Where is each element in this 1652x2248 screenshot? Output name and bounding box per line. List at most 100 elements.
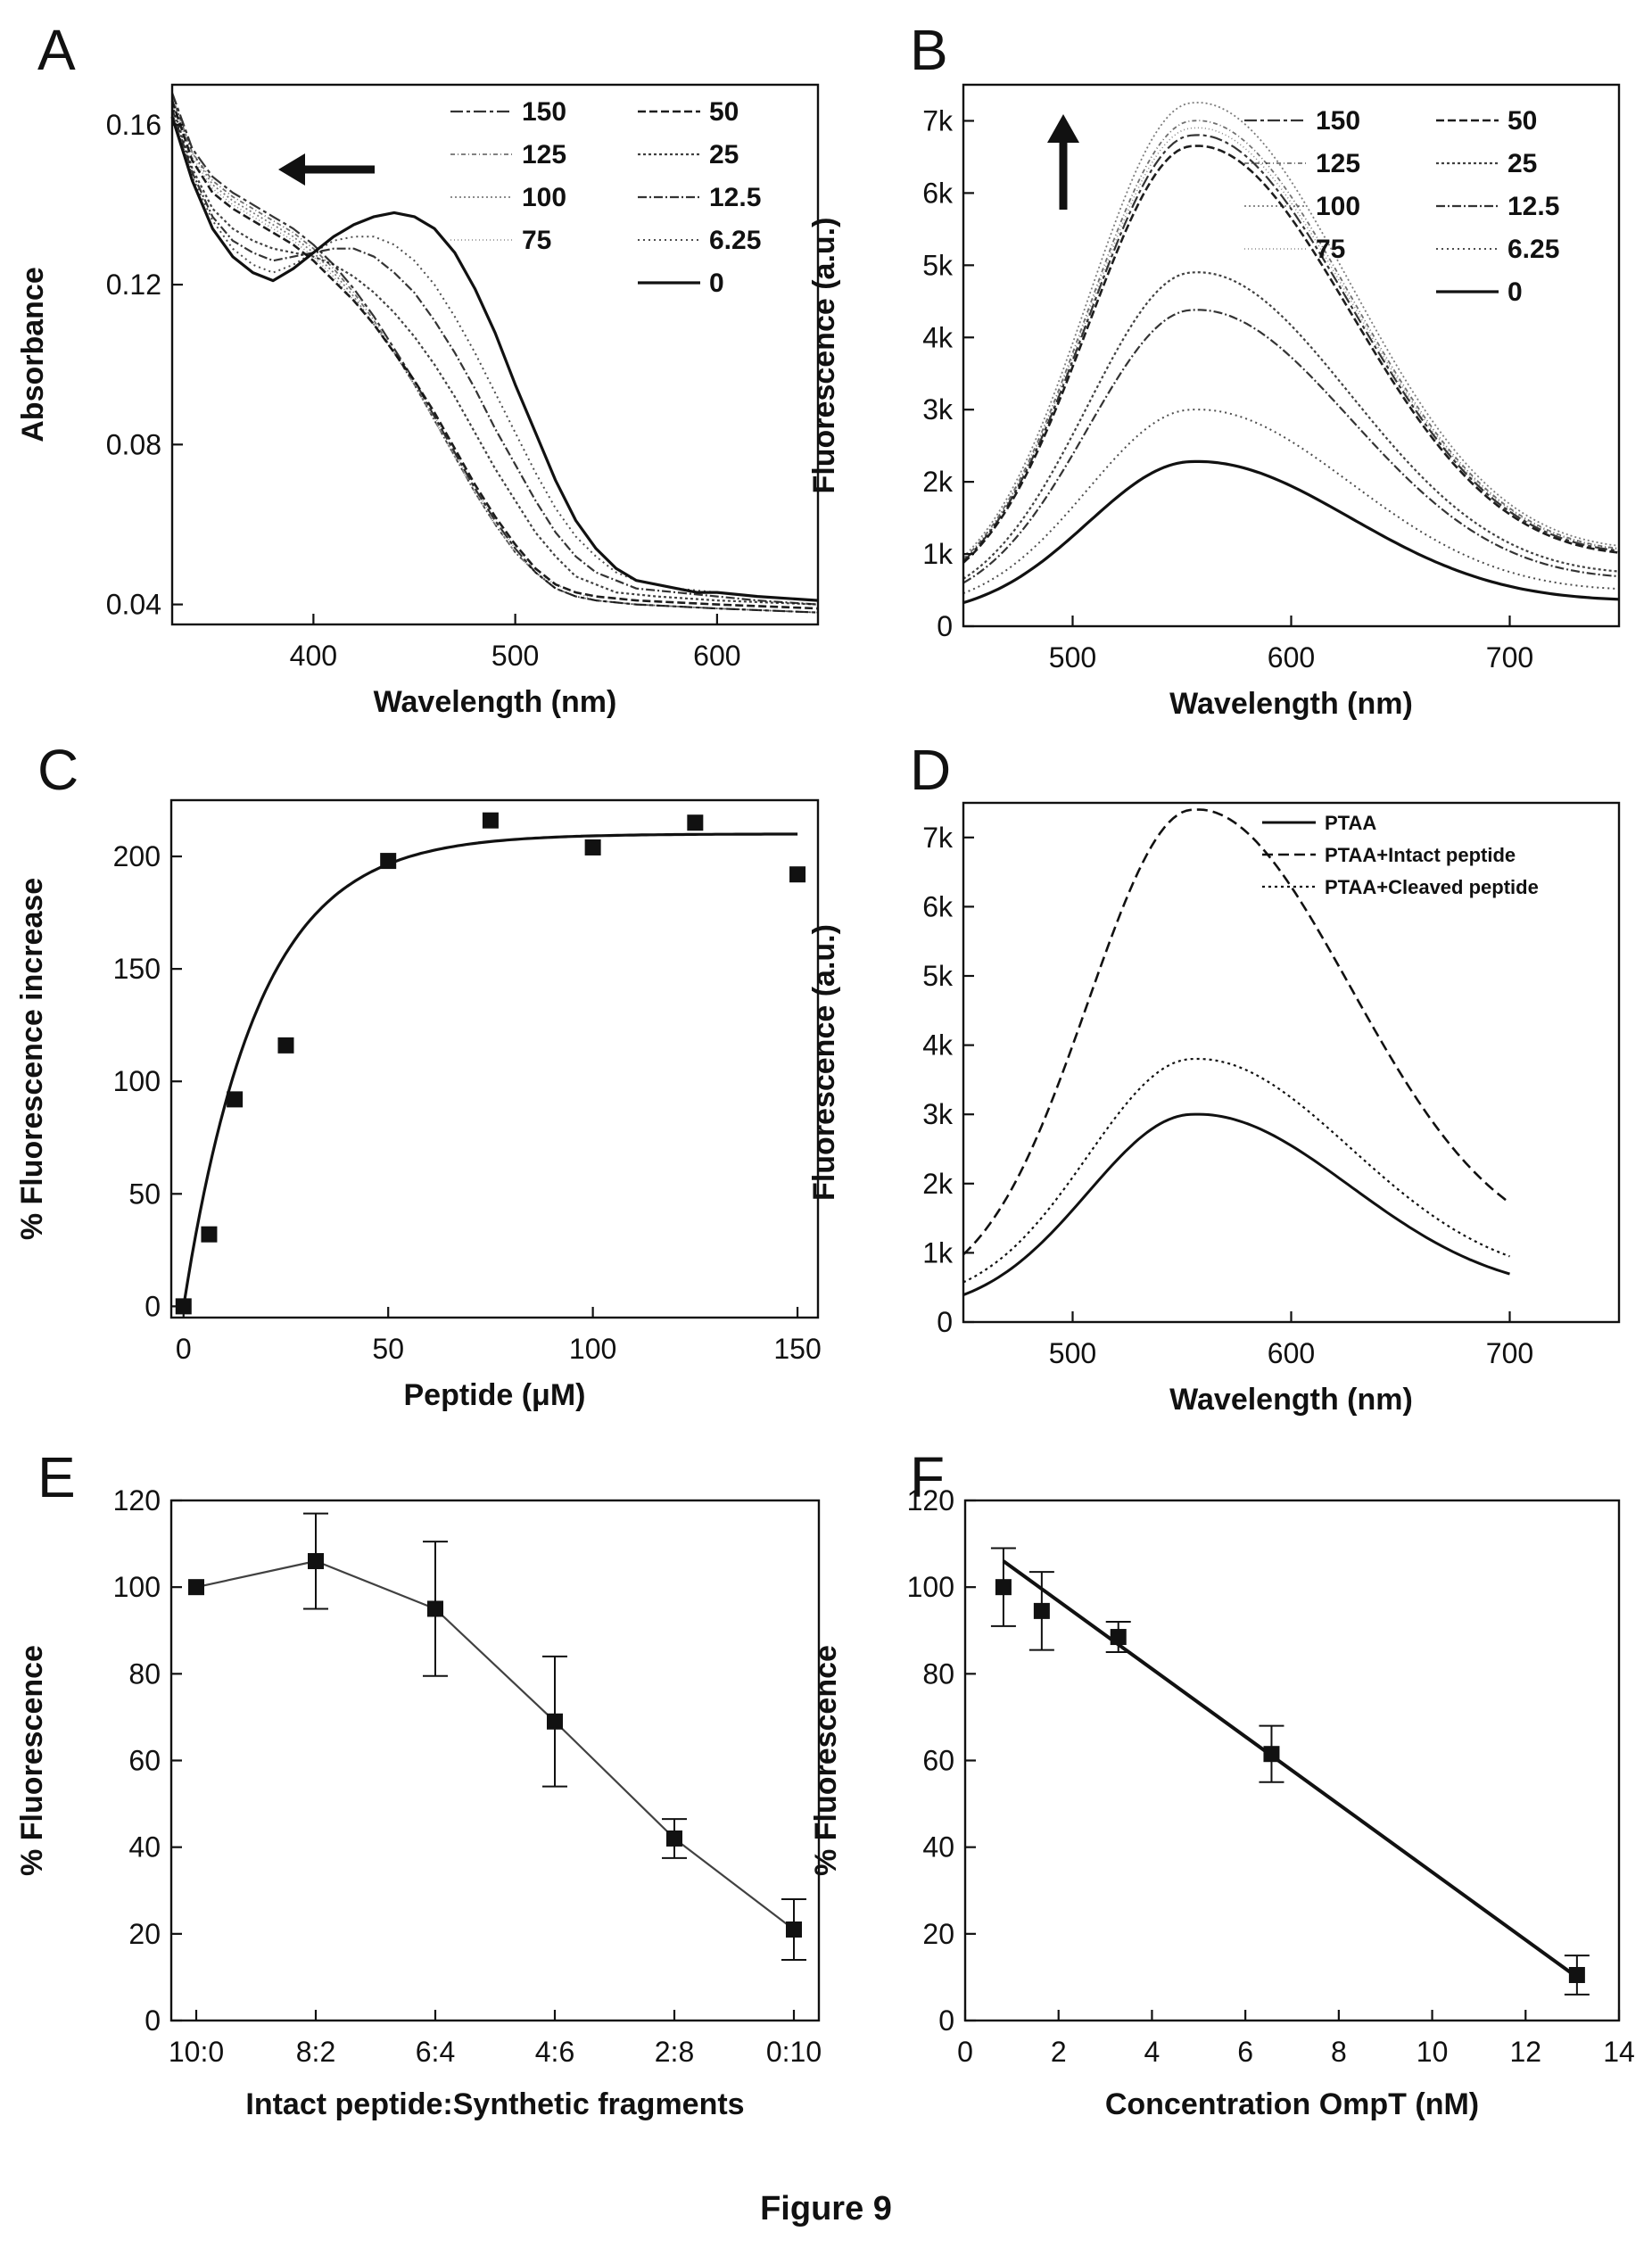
y-tick-label: 40 — [128, 1831, 161, 1864]
data-point — [201, 1226, 218, 1243]
plot-frame-e — [169, 1499, 821, 2022]
x-tick-label: 10:0 — [169, 2036, 224, 2068]
legend-label: 6.25 — [1507, 235, 1559, 264]
fit-curve — [182, 832, 798, 1307]
figure-caption: Figure 9 — [760, 2190, 892, 2227]
legend-label: 150 — [522, 97, 566, 127]
x-tick-label: 500 — [491, 640, 539, 672]
x-axis-title: Intact peptide:Synthetic fragments — [245, 2087, 744, 2121]
series-line-3 — [962, 1057, 1510, 1284]
series-line-125 — [171, 96, 819, 614]
y-tick-label: 2k — [922, 1168, 954, 1200]
x-tick-label: 700 — [1486, 641, 1533, 674]
y-tick-label: 120 — [907, 1484, 954, 1517]
y-axis-title: Absorbance — [16, 267, 50, 442]
y-tick-label: 0 — [938, 2004, 954, 2037]
data-point — [1110, 1629, 1127, 1646]
x-tick-label: 50 — [372, 1333, 404, 1365]
x-tick-label: 500 — [1049, 641, 1096, 674]
x-tick-label: 4 — [1144, 2036, 1161, 2068]
data-point — [1568, 1966, 1585, 1983]
y-tick-label: 80 — [922, 1657, 954, 1690]
x-tick-label: 8:2 — [296, 2036, 335, 2068]
y-tick-label: 3k — [922, 1098, 954, 1130]
y-tick-label: 0 — [145, 1290, 161, 1322]
y-tick-label: 50 — [128, 1178, 161, 1210]
legend-label: 75 — [1316, 235, 1345, 264]
x-tick-label: 0 — [176, 1333, 192, 1365]
legend-label: 100 — [522, 183, 566, 212]
legend-label: 6.25 — [709, 226, 761, 255]
x-tick-label: 2:8 — [655, 2036, 694, 2068]
series-line-125 — [962, 120, 1620, 560]
y-tick-label: 100 — [113, 1065, 161, 1097]
data-point — [547, 1713, 563, 1730]
x-tick-label: 0 — [957, 2036, 973, 2068]
y-axis-title: Fluorescence (a.u.) — [807, 218, 841, 494]
y-tick-label: 5k — [922, 960, 954, 992]
data-point — [995, 1579, 1012, 1596]
x-axis-title: Wavelength (nm) — [1169, 687, 1413, 721]
x-tick-label: 6:4 — [416, 2036, 455, 2068]
x-tick-label: 400 — [290, 640, 337, 672]
direction-arrow-head — [1047, 114, 1079, 143]
panel-c: 0 50 100 150 200 0 50 100 150 Peptide (μM) % Fluor… — [15, 738, 822, 1412]
series-line-100 — [171, 96, 819, 614]
data-point — [308, 1553, 324, 1570]
legend-label: 0 — [1507, 277, 1523, 307]
legend-label: 25 — [1507, 149, 1537, 178]
y-axis-title: % Fluorescence — [15, 1645, 49, 1876]
y-tick-label: 3k — [922, 393, 954, 426]
legend-label: 75 — [522, 226, 551, 255]
x-tick-label: 600 — [1268, 641, 1315, 674]
y-tick-label: 120 — [113, 1484, 161, 1517]
x-tick-label: 600 — [693, 640, 740, 672]
x-tick-label: 6 — [1237, 2036, 1253, 2068]
legend-label: PTAA+Intact peptide — [1325, 844, 1516, 866]
legend-label: 125 — [1316, 149, 1360, 178]
y-tick-label: 6k — [922, 177, 954, 209]
data-point — [380, 853, 397, 870]
legend-label: 0 — [709, 269, 724, 298]
panel-letter: D — [910, 738, 951, 802]
y-tick-label: 5k — [922, 249, 954, 281]
panel-letter: C — [37, 738, 78, 802]
series-line-0 — [962, 459, 1620, 605]
data-point — [786, 1921, 802, 1938]
series-line — [195, 1559, 795, 1930]
x-tick-label: 150 — [773, 1333, 821, 1365]
y-tick-label: 0.16 — [106, 109, 161, 141]
y-tick-label: 2k — [922, 466, 954, 498]
x-tick-label: 700 — [1486, 1337, 1533, 1369]
series-line-100 — [962, 102, 1620, 558]
series-line-50 — [170, 100, 819, 610]
fit-line — [1002, 1559, 1579, 1979]
y-tick-label: 0 — [937, 610, 953, 642]
y-tick-label: 40 — [922, 1831, 954, 1864]
series-line-25 — [962, 271, 1620, 580]
x-tick-label: 500 — [1049, 1337, 1096, 1369]
legend-label: PTAA — [1325, 812, 1376, 834]
x-tick-label: 2 — [1051, 2036, 1067, 2068]
x-axis-title: Peptide (μM) — [403, 1378, 585, 1412]
plot-frame-c — [169, 798, 820, 1319]
y-tick-label: 0.04 — [106, 589, 161, 621]
series-line-150 — [962, 134, 1620, 562]
x-tick-label: 8 — [1331, 2036, 1347, 2068]
legend-label: PTAA+Cleaved peptide — [1325, 876, 1539, 898]
data-point — [1033, 1602, 1050, 1619]
x-tick-label: 100 — [569, 1333, 616, 1365]
panel-e: 0 20 40 60 80 100 120 10:0 8:2 6:4 4:6 2:8 0:10 Intac… — [15, 1445, 822, 2121]
x-tick-label: 10 — [1417, 2036, 1449, 2068]
legend-label: 12.5 — [1507, 192, 1559, 221]
panel-letter: F — [910, 1445, 945, 1509]
y-tick-label: 4k — [922, 321, 954, 353]
y-tick-label: 7k — [922, 104, 954, 136]
series-line-75 — [962, 127, 1620, 560]
series-line-12.5 — [962, 309, 1620, 584]
data-point — [277, 1037, 294, 1054]
direction-arrow-head — [278, 153, 305, 186]
